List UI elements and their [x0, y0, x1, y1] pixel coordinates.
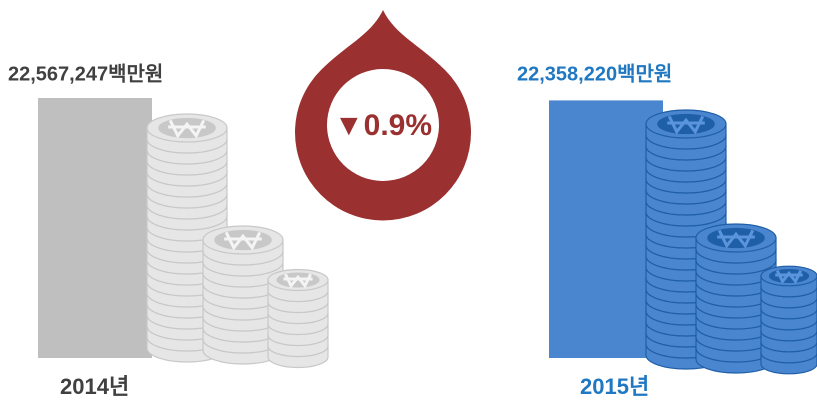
coin-stack [695, 223, 777, 374]
won-icon [283, 273, 313, 289]
coin-stack [760, 265, 817, 375]
bar [38, 98, 152, 358]
category-label: 2014년 [60, 374, 129, 399]
value-label: 22,358,220백만원 [517, 62, 672, 85]
coin-stack [267, 268, 329, 369]
won-icon [224, 231, 262, 251]
category-label: 2015년 [580, 374, 649, 399]
bar [549, 100, 663, 358]
value-label: 22,567,247백만원 [8, 62, 163, 85]
won-icon [667, 115, 705, 135]
won-icon [775, 269, 803, 285]
won-icon [717, 229, 755, 249]
change-label: ▼0.9% [334, 109, 432, 142]
won-icon [168, 119, 206, 139]
coin-stack [202, 225, 284, 365]
drop-inner [327, 69, 439, 181]
